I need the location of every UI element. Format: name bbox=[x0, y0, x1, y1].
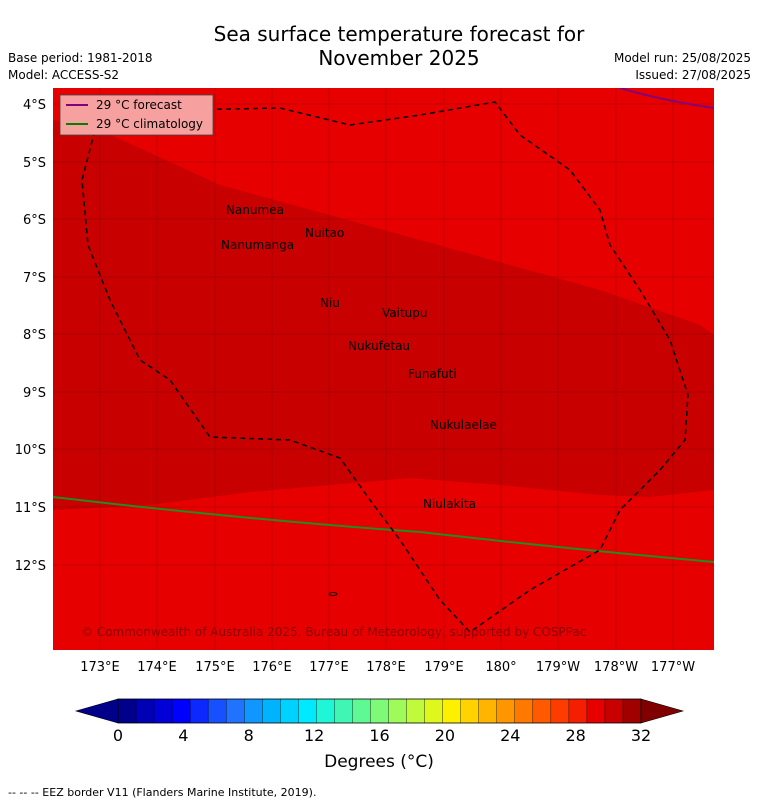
y-tick-label: 7°S bbox=[23, 271, 46, 286]
y-tick-label: 5°S bbox=[23, 156, 46, 171]
colorbar-swatch bbox=[604, 699, 624, 723]
colorbar-swatch bbox=[352, 699, 371, 723]
place-label: Nuitao bbox=[305, 226, 344, 240]
colorbar-swatch bbox=[550, 699, 570, 723]
colorbar-swatch bbox=[154, 699, 173, 723]
colorbar-tick-labels: 0 4 8 12 16 20 24 28 32 bbox=[113, 726, 651, 745]
model-text: Model: ACCESS-S2 bbox=[8, 68, 120, 82]
colorbar-swatch bbox=[388, 699, 407, 723]
model-run-text: Model run: 25/08/2025 bbox=[613, 51, 751, 65]
y-tick-label: 8°S bbox=[23, 328, 46, 343]
x-tick-label: 180° bbox=[485, 660, 516, 675]
legend-climatology-label: 29 °C climatology bbox=[96, 117, 203, 131]
x-tick-label: 178°W bbox=[594, 660, 638, 675]
y-tick-labels: 4°S 5°S 6°S 7°S 8°S 9°S 10°S 11°S 12°S bbox=[15, 98, 46, 574]
colorbar-swatch bbox=[370, 699, 389, 723]
colorbar-swatch bbox=[118, 699, 137, 723]
place-label: Niulakita bbox=[423, 497, 476, 511]
x-tick-label: 174°E bbox=[137, 660, 177, 675]
colorbar-swatch bbox=[532, 699, 552, 723]
sst-band-30-31 bbox=[53, 120, 714, 510]
issued-text: Issued: 27/08/2025 bbox=[635, 68, 751, 82]
colorbar-swatch bbox=[424, 699, 444, 723]
place-label: Nanumanga bbox=[221, 238, 294, 252]
place-label: Nanumea bbox=[226, 203, 284, 217]
y-tick-label: 10°S bbox=[15, 443, 46, 458]
colorbar-swatch bbox=[586, 699, 606, 723]
chart-title: Sea surface temperature forecast for Nov… bbox=[0, 22, 758, 70]
x-tick-label: 177°W bbox=[651, 660, 695, 675]
climatology-29c-contour bbox=[53, 496, 714, 563]
x-tick-labels: 173°E 174°E 175°E 176°E 177°E 178°E 179°E 180° 1… bbox=[80, 660, 695, 675]
eez-footnote: -- -- -- EEZ border V11 (Flanders Marine… bbox=[8, 786, 317, 799]
colorbar-swatch bbox=[298, 699, 317, 723]
x-tick-label: 179°E bbox=[424, 660, 464, 675]
y-tick-label: 9°S bbox=[23, 386, 46, 401]
y-tick-label: 12°S bbox=[15, 559, 46, 574]
grid-lines bbox=[53, 88, 714, 650]
colorbar-tick-label: 28 bbox=[565, 726, 585, 745]
x-tick-label: 173°E bbox=[80, 660, 120, 675]
place-label: Vaitupu bbox=[382, 306, 428, 320]
colorbar-tick-label: 32 bbox=[631, 726, 651, 745]
x-tick-label: 178°E bbox=[366, 660, 406, 675]
colorbar-swatch bbox=[316, 699, 335, 723]
colorbar-swatch bbox=[208, 699, 227, 723]
colorbar-swatch bbox=[136, 699, 155, 723]
y-tick-label: 4°S bbox=[23, 98, 46, 113]
colorbar bbox=[74, 698, 685, 724]
colorbar-swatch bbox=[406, 699, 425, 723]
copyright-text: © Commonwealth of Australia 2025, Bureau… bbox=[81, 625, 586, 639]
colorbar-tick-label: 16 bbox=[369, 726, 389, 745]
colorbar-swatch bbox=[190, 699, 209, 723]
base-period-text: Base period: 1981-2018 bbox=[8, 51, 153, 65]
legend-forecast-label: 29 °C forecast bbox=[96, 98, 182, 112]
title-line-2: November 2025 bbox=[318, 46, 480, 70]
colorbar-tick-label: 20 bbox=[435, 726, 455, 745]
place-label: Nukulaelae bbox=[430, 418, 497, 432]
reef-shape bbox=[328, 592, 338, 596]
colorbar-swatch bbox=[478, 699, 498, 723]
x-tick-label: 179°W bbox=[536, 660, 580, 675]
colorbar-swatch bbox=[226, 699, 245, 723]
colorbar-tick-label: 8 bbox=[244, 726, 254, 745]
meta-left: Base period: 1981-2018 Model: ACCESS-S2 bbox=[8, 50, 153, 84]
island-labels: Nanumea Nuitao Nanumanga Niu Vaitupu Nuk… bbox=[221, 203, 497, 511]
colorbar-tick-label: 24 bbox=[500, 726, 520, 745]
legend-box bbox=[59, 94, 214, 136]
x-tick-label: 177°E bbox=[309, 660, 349, 675]
colorbar-swatch bbox=[496, 699, 516, 723]
colorbar-swatch bbox=[460, 699, 480, 723]
forecast-29c-contour bbox=[619, 88, 714, 109]
colorbar-swatch bbox=[280, 699, 299, 723]
legend: 29 °C forecast 29 °C climatology bbox=[59, 94, 214, 136]
place-label: Funafuti bbox=[408, 367, 457, 381]
colorbar-under-arrow bbox=[74, 698, 119, 724]
place-label: Nukufetau bbox=[348, 339, 410, 353]
colorbar-swatch bbox=[262, 699, 281, 723]
colorbar-label: Degrees (°C) bbox=[324, 752, 434, 772]
colorbar-swatch bbox=[514, 699, 534, 723]
colorbar-tick-label: 4 bbox=[178, 726, 188, 745]
colorbar-swatch bbox=[244, 699, 263, 723]
colorbar-over-arrow bbox=[640, 698, 685, 724]
colorbar-swatch bbox=[568, 699, 588, 723]
colorbar-swatch bbox=[442, 699, 462, 723]
y-tick-label: 6°S bbox=[23, 213, 46, 228]
colorbar-swatch bbox=[334, 699, 353, 723]
colorbar-tick-label: 0 bbox=[113, 726, 123, 745]
place-label: Niu bbox=[320, 296, 340, 310]
colorbar-swatch bbox=[622, 699, 642, 723]
y-tick-label: 11°S bbox=[15, 501, 46, 516]
colorbar-swatch bbox=[172, 699, 191, 723]
eez-border bbox=[81, 101, 689, 633]
x-tick-label: 175°E bbox=[195, 660, 235, 675]
colorbar-tick-label: 12 bbox=[304, 726, 324, 745]
x-tick-label: 176°E bbox=[252, 660, 292, 675]
meta-right: Model run: 25/08/2025 Issued: 27/08/2025 bbox=[614, 50, 751, 84]
title-line-1: Sea surface temperature forecast for bbox=[213, 22, 585, 46]
